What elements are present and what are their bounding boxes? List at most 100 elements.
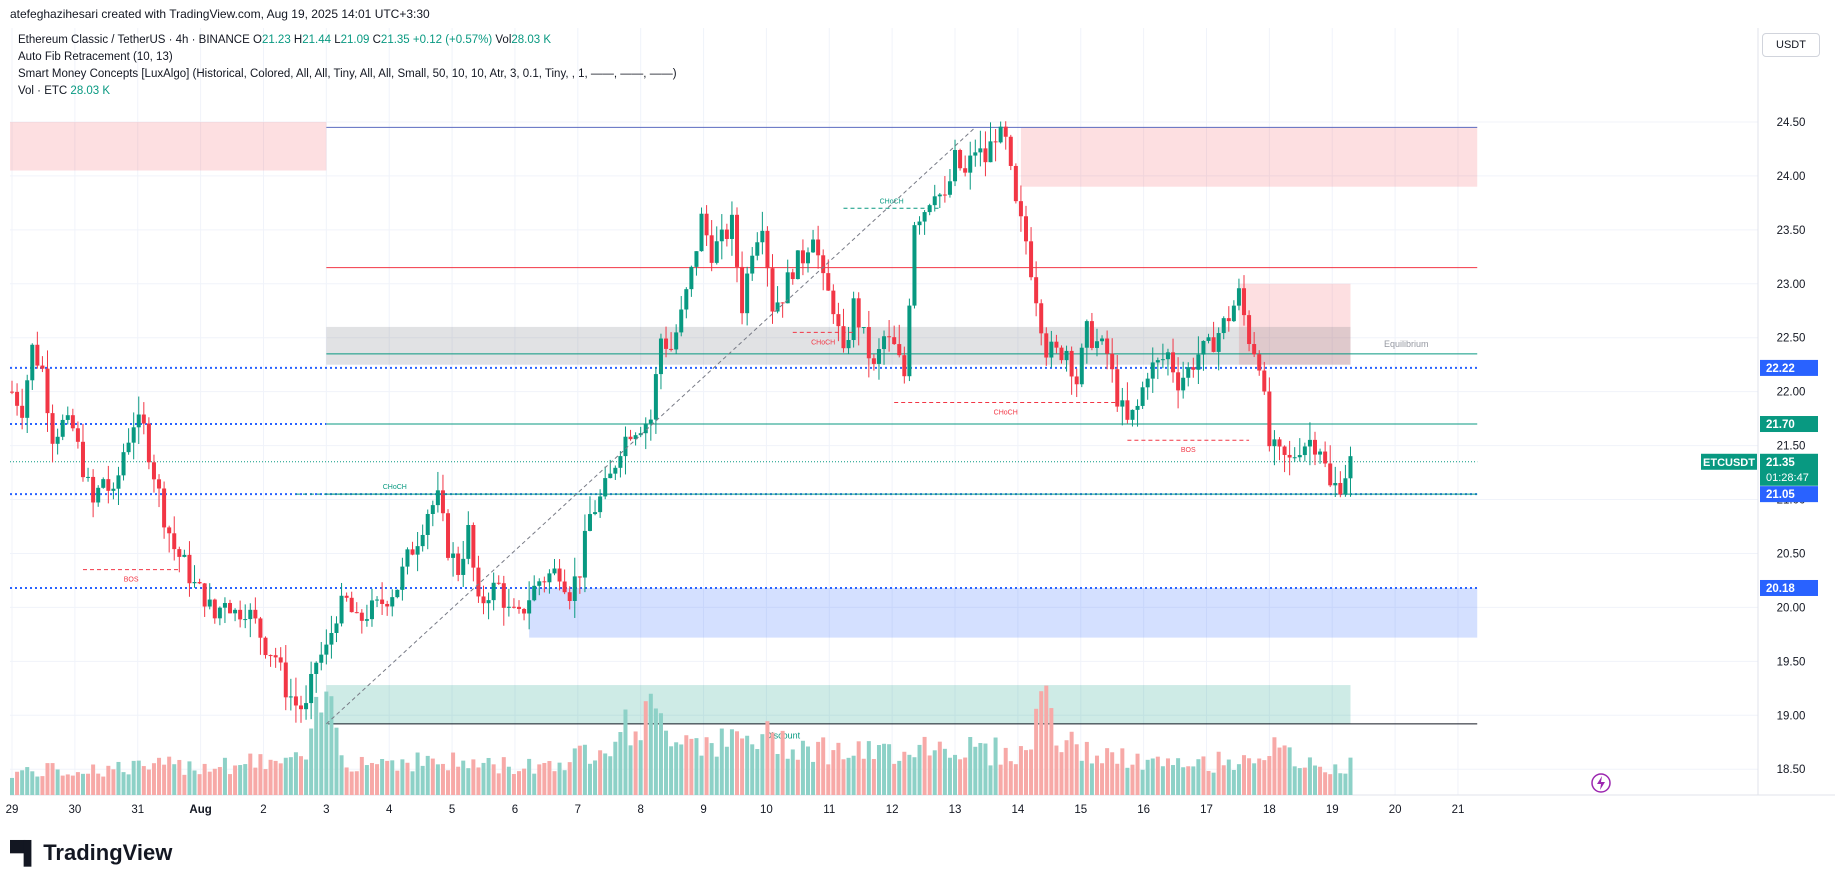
last-price-tag bbox=[1760, 453, 1818, 486]
volume-bar bbox=[141, 766, 146, 795]
volume-bar bbox=[456, 766, 461, 795]
volume-bar bbox=[1262, 760, 1267, 795]
candle-body bbox=[917, 221, 922, 226]
volume-bar bbox=[729, 729, 734, 795]
candle-body bbox=[304, 703, 309, 710]
volume-bar bbox=[243, 764, 248, 795]
price-tick: 24.00 bbox=[1777, 171, 1806, 183]
volume-bar bbox=[1328, 774, 1333, 795]
volume-bar bbox=[699, 755, 704, 795]
volume-bar bbox=[486, 757, 491, 795]
price-tag bbox=[1760, 579, 1818, 596]
volume-bar bbox=[420, 765, 425, 795]
candle-body bbox=[354, 612, 359, 614]
volume-bar bbox=[151, 763, 156, 795]
candle-body bbox=[623, 436, 628, 457]
candle-body bbox=[745, 273, 750, 314]
time-tick: 17 bbox=[1200, 804, 1213, 816]
symbol-legend[interactable]: Ethereum Classic / TetherUS · 4h · BINAN… bbox=[18, 34, 551, 46]
candle-body bbox=[1115, 369, 1120, 407]
candles[interactable] bbox=[10, 121, 1353, 723]
low-label: L bbox=[334, 34, 341, 46]
structure-label: CHoCH bbox=[880, 198, 904, 205]
candle-body bbox=[55, 436, 60, 444]
close-value: 21.35 bbox=[380, 34, 410, 46]
candle-body bbox=[35, 344, 40, 366]
candle-body bbox=[1150, 362, 1155, 379]
candle-body bbox=[1312, 439, 1317, 455]
volume-bar bbox=[1282, 745, 1287, 795]
time-tick: 11 bbox=[823, 804, 835, 816]
price-tag bbox=[1760, 486, 1818, 503]
candle-body bbox=[1307, 439, 1312, 447]
zone-supply bbox=[10, 121, 327, 171]
volume-bar bbox=[770, 732, 775, 795]
volume-bar bbox=[765, 721, 770, 795]
volume-bar bbox=[263, 769, 268, 795]
indicator-fib-legend[interactable]: Auto Fib Retracement (10, 13) bbox=[18, 51, 173, 63]
candle-body bbox=[50, 413, 55, 444]
volume-bar bbox=[1044, 685, 1049, 795]
volume-bar bbox=[1125, 767, 1130, 795]
bolt-icon[interactable] bbox=[1591, 773, 1611, 793]
candle-body bbox=[1247, 315, 1252, 345]
volume-bar bbox=[522, 768, 527, 795]
candle-body bbox=[1034, 277, 1039, 304]
volume-bar bbox=[248, 753, 253, 795]
candle-body bbox=[187, 554, 192, 584]
candle-body bbox=[60, 419, 65, 437]
time-tick: 14 bbox=[1011, 804, 1024, 816]
candle-body bbox=[369, 600, 374, 620]
volume-bar bbox=[126, 774, 131, 795]
time-axis[interactable]: 29 30 31 Aug 2 3 4 5 6 7 8 9 10 11 12 13 14 15 16 17 18 19 20 2… bbox=[6, 804, 1465, 816]
volume-bar bbox=[192, 770, 197, 795]
candle-body bbox=[876, 349, 881, 364]
candle-body bbox=[385, 603, 390, 607]
time-tick: 2 bbox=[260, 804, 266, 816]
volume-bar bbox=[1130, 764, 1135, 795]
volume-bar bbox=[517, 771, 521, 795]
candle-body bbox=[1039, 303, 1044, 334]
price-tag-text: 22.22 bbox=[1766, 363, 1795, 375]
last-price-text: 21.35 bbox=[1766, 457, 1795, 469]
time-tick: 20 bbox=[1389, 804, 1402, 816]
high-value: 21.44 bbox=[302, 34, 332, 46]
volume-bar bbox=[1024, 750, 1028, 795]
candle-body bbox=[912, 225, 917, 306]
candle-body bbox=[228, 603, 233, 614]
volume-bar bbox=[1069, 731, 1074, 795]
candle-body bbox=[1125, 400, 1130, 420]
volume-bar bbox=[1115, 763, 1120, 795]
volume-bar bbox=[35, 776, 40, 795]
volume-bar bbox=[1312, 765, 1317, 795]
candle-body bbox=[674, 332, 679, 350]
candle-body bbox=[1100, 338, 1105, 342]
volume-bar bbox=[998, 764, 1003, 795]
price-tick: 19.00 bbox=[1777, 710, 1806, 722]
volume-bar bbox=[410, 771, 415, 795]
candle-body bbox=[562, 581, 567, 593]
candle-body bbox=[907, 305, 912, 377]
volume-bar bbox=[912, 757, 917, 795]
volume-bar bbox=[1145, 759, 1150, 795]
structure-label: CHoCH bbox=[994, 409, 1018, 416]
currency-button[interactable]: USDT bbox=[1762, 33, 1820, 57]
candle-body bbox=[45, 368, 50, 414]
volume-bar bbox=[25, 767, 30, 795]
indicator-vol-legend[interactable]: Vol · ETC 28.03 K bbox=[18, 85, 110, 97]
volume-bar bbox=[983, 743, 988, 795]
candle-body bbox=[126, 442, 131, 453]
candle-body bbox=[167, 527, 172, 534]
volume-bar bbox=[882, 743, 887, 795]
indicator-smc-legend[interactable]: Smart Money Concepts [LuxAlgo] (Historic… bbox=[18, 68, 677, 80]
volume-bar bbox=[724, 746, 729, 795]
candle-body bbox=[283, 662, 288, 698]
candle-body bbox=[1145, 378, 1150, 388]
volume-bar bbox=[902, 751, 907, 795]
volume-bar bbox=[831, 750, 836, 795]
volume-bar bbox=[283, 757, 288, 795]
candle-body bbox=[440, 490, 445, 514]
volume-bar bbox=[1221, 765, 1226, 795]
volume-bar bbox=[380, 759, 385, 795]
